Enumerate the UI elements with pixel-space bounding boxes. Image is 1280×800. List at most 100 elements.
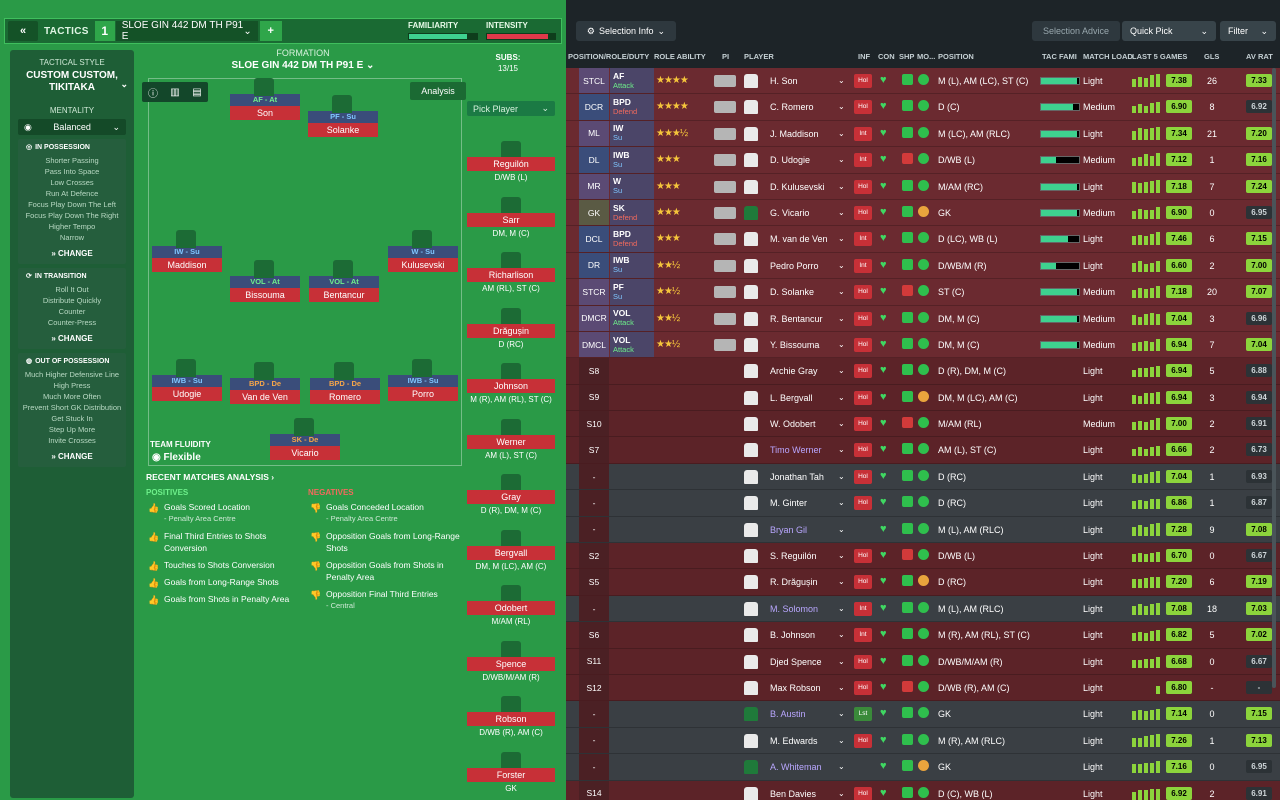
player-name[interactable]: C. Romero (770, 102, 814, 113)
chevron-down-icon[interactable]: ⌄ (838, 445, 845, 455)
sub-player-name[interactable]: Johnson (467, 379, 555, 393)
selection-advice-button[interactable]: Selection Advice (1032, 21, 1120, 41)
player-name[interactable]: Kulusevski (388, 258, 458, 272)
chevron-down-icon[interactable]: ⌄ (838, 630, 845, 640)
player-name[interactable]: Archie Gray (770, 366, 818, 377)
player-instructions-icon[interactable] (714, 286, 736, 299)
player-name[interactable]: H. Son (770, 76, 798, 86)
table-row[interactable]: S8 Archie Gray ⌄ Hol ♥ D (R), DM, M (C) Light 6… (566, 358, 1280, 385)
player-name[interactable]: Bissouma (230, 288, 300, 302)
player-instructions-icon[interactable] (714, 233, 736, 246)
chevron-down-icon[interactable]: ⌄ (838, 471, 845, 481)
role-duty[interactable]: BPD - De (230, 378, 300, 390)
table-row[interactable]: GK SK Defend ★★★ G. Vicario ⌄ Hol ♥ GK Medium 6.90… (566, 199, 1280, 227)
sub-player-name[interactable]: Werner (467, 434, 555, 449)
table-row[interactable]: DMCR VOL Attack ★★½ R. Bentancur ⌄ Hol ♥ DM, M (… (566, 305, 1280, 332)
filter-button[interactable]: Filter ⌄ (1220, 21, 1276, 41)
table-row[interactable]: S11 Djed Spence ⌄ Hol ♥ D/WB/M/AM (R) Light 6.6… (566, 648, 1280, 675)
chevron-down-icon[interactable]: ⌄ (838, 339, 845, 349)
role-duty[interactable]: IWB - Su (152, 375, 222, 387)
sub-player[interactable]: Robson D/WB (R), AM (C) (467, 696, 555, 737)
col-morale[interactable]: MO... (917, 52, 936, 61)
instruction-item[interactable]: High Press (53, 381, 91, 390)
sub-player[interactable]: Drăgușin D (RC) (467, 307, 555, 349)
table-row[interactable]: - Bryan Gil ⌄ ♥ M (L), AM (RLC) Light 7.28 9 7.0… (566, 516, 1280, 544)
col-av-rat[interactable]: AV RAT (1246, 52, 1273, 61)
player-name[interactable]: L. Bergvall (770, 392, 813, 403)
player-name[interactable]: B. Austin (770, 709, 806, 720)
quick-pick-button[interactable]: Quick Pick ⌄ (1122, 21, 1216, 41)
player-name[interactable]: M. Edwards (770, 735, 818, 746)
table-row[interactable]: - B. Austin ⌄ Lst ♥ GK Light 7.14 0 7.15 (566, 701, 1280, 728)
sub-player-name[interactable]: Forster (467, 767, 555, 782)
role-duty[interactable]: AF - At (230, 94, 300, 106)
player-position[interactable]: VOL - At Bissouma (230, 260, 300, 302)
player-name[interactable]: B. Johnson (770, 630, 816, 641)
instruction-item[interactable]: Get Stuck In (51, 414, 93, 423)
player-name[interactable]: G. Vicario (770, 207, 810, 218)
sub-player-name[interactable]: Sarr (467, 212, 555, 227)
role-duty[interactable]: SK - De (270, 434, 340, 446)
player-position[interactable]: VOL - At Bentancur (309, 260, 379, 302)
col-shp[interactable]: SHP (899, 52, 915, 61)
table-row[interactable]: S9 L. Bergvall ⌄ Hol ♥ DM, M (LC), AM (C) Ligh… (566, 384, 1280, 412)
player-name[interactable]: Romero (310, 390, 380, 404)
selection-info-select[interactable]: ⚙ Selection Info ⌄ (576, 21, 676, 41)
position-cell[interactable]: - (579, 463, 609, 490)
chevron-down-icon[interactable]: ⌄ (838, 392, 845, 402)
back-button[interactable]: « (8, 21, 38, 41)
player-position[interactable]: AF - At Son (230, 78, 300, 120)
sub-player[interactable]: Odobert M/AM (RL) (467, 585, 555, 626)
table-row[interactable]: DL IWB Su ★★★ D. Udogie ⌄ Int ♥ D/WB (L) Medium 7.… (566, 147, 1280, 174)
player-name[interactable]: Vicario (270, 446, 340, 460)
table-row[interactable]: S10 W. Odobert ⌄ Hol ♥ M/AM (RL) Medium 7.00 2 6.… (566, 411, 1280, 438)
sub-player-name[interactable]: Bergvall (467, 545, 555, 560)
instruction-item[interactable]: Counter-Press (47, 318, 97, 327)
position-cell[interactable]: - (579, 754, 609, 780)
position-cell[interactable]: GK (579, 199, 609, 226)
player-name[interactable]: D. Solanke (770, 287, 815, 298)
chevron-down-icon[interactable]: ⌄ (838, 551, 845, 561)
role-duty-cell[interactable]: IWB Su (610, 147, 654, 173)
player-name[interactable]: Bryan Gil (770, 524, 808, 535)
player-name[interactable]: Maddison (152, 258, 222, 272)
player-instructions-icon[interactable] (714, 101, 736, 114)
sub-player[interactable]: Gray D (R), DM, M (C) (467, 474, 555, 515)
instruction-item[interactable]: Run At Defence (45, 189, 99, 198)
sub-player-name[interactable]: Richarlison (467, 268, 555, 282)
formation-select[interactable]: SLOE GIN 442 DM TH P91 E ⌄ (140, 60, 466, 71)
role-duty-cell[interactable]: VOL Attack (610, 331, 654, 358)
player-position[interactable]: IWB - Su Porro (388, 359, 458, 401)
col-gls[interactable]: GLS (1204, 52, 1220, 61)
recent-matches-analysis-link[interactable]: RECENT MATCHES ANALYSIS › (146, 472, 275, 482)
instruction-item[interactable]: Focus Play Down The Left (28, 200, 116, 209)
chevron-down-icon[interactable]: ⌄ (838, 735, 845, 745)
role-duty-cell[interactable]: VOL Attack (610, 305, 654, 331)
chevron-down-icon[interactable]: ⌄ (838, 128, 845, 138)
sub-player-name[interactable]: Drăgușin (467, 323, 555, 338)
table-row[interactable]: DCR BPD Defend ★★★★ C. Romero ⌄ Hol ♥ D (C) Mediu… (566, 94, 1280, 121)
instruction-item[interactable]: Higher Tempo (48, 222, 96, 231)
role-duty-cell[interactable]: SK Defend (610, 199, 654, 226)
position-cell[interactable]: MR (579, 173, 609, 199)
instruction-item[interactable]: Distribute Quickly (42, 296, 102, 305)
table-row[interactable]: - Jonathan Tah ⌄ Hol ♥ D (RC) Light 7.04 1 6.93 (566, 463, 1280, 491)
player-instructions-icon[interactable] (714, 75, 736, 87)
sub-player[interactable]: Sarr DM, M (C) (467, 196, 555, 238)
role-duty[interactable]: BPD - De (310, 378, 380, 390)
player-name[interactable]: Solanke (308, 123, 378, 137)
role-duty[interactable]: W - Su (388, 246, 458, 258)
table-row[interactable]: S7 Timo Werner ⌄ Hol ♥ AM (L), ST (C) Light 6.6… (566, 437, 1280, 464)
player-instructions-icon[interactable] (714, 206, 736, 219)
chevron-down-icon[interactable]: ⌄ (838, 577, 845, 587)
bar-chart-icon[interactable]: ▥ (170, 86, 180, 98)
position-cell[interactable]: S14 (579, 780, 609, 800)
player-position[interactable]: IW - Su Maddison (152, 230, 222, 272)
role-duty[interactable]: IWB - Su (388, 375, 458, 387)
position-cell[interactable]: DL (579, 147, 609, 173)
role-duty-cell[interactable]: PF Su (610, 279, 654, 305)
sub-player-name[interactable]: Gray (467, 490, 555, 504)
role-duty-cell[interactable]: AF Attack (610, 68, 654, 94)
player-name[interactable]: R. Drăgușin (770, 577, 818, 588)
player-name[interactable]: M. Solomon (770, 603, 819, 614)
